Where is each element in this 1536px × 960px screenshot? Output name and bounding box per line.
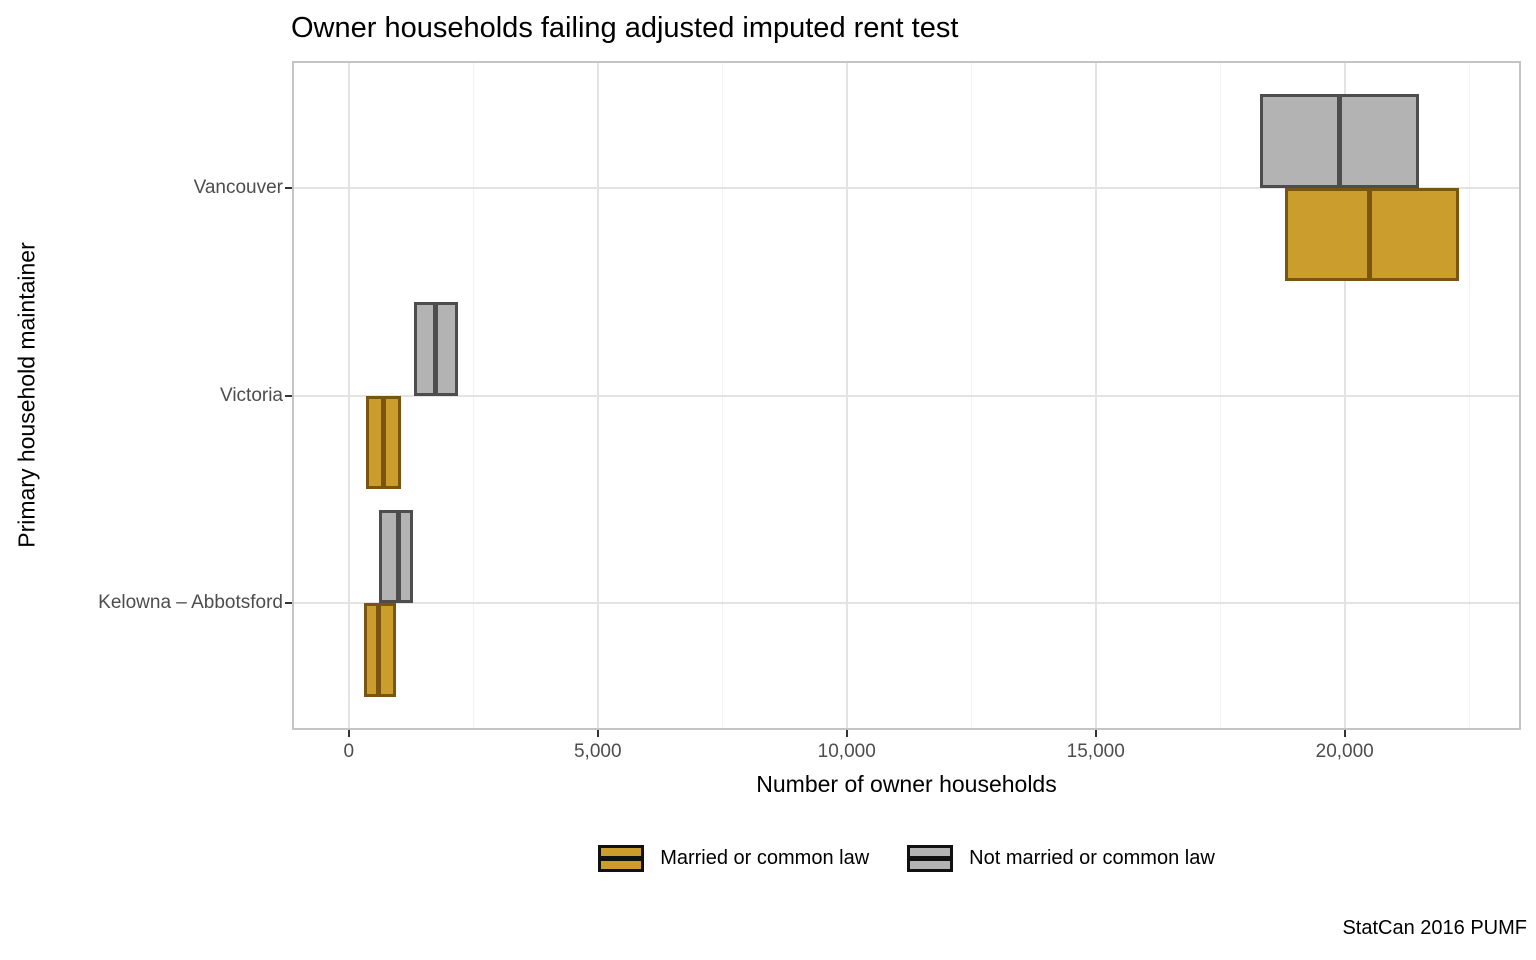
legend-label: Not married or common law [969, 847, 1215, 869]
x-tick-label: 5,000 [573, 741, 622, 762]
legend-item: Not married or common law [907, 845, 1215, 872]
caption: StatCan 2016 PUMF [1342, 917, 1527, 939]
crossbar-midline [396, 512, 402, 601]
legend: Married or common law Not married or comm… [292, 845, 1521, 872]
crossbar-box [363, 603, 397, 697]
crossbar-midline [381, 398, 387, 487]
crossbar-box [1284, 187, 1460, 282]
crossbar-midline [376, 606, 382, 694]
x-tick [1343, 730, 1346, 737]
y-tick [285, 186, 292, 189]
x-tick-label: 0 [343, 741, 355, 762]
category-gridline [294, 394, 1519, 397]
y-tick-label: Victoria [219, 384, 283, 406]
y-tick-label: Kelowna – Abbotsford [98, 592, 283, 614]
legend-label: Married or common law [660, 847, 870, 869]
x-axis-title: Number of owner households [756, 771, 1057, 797]
crossbar-midline [1337, 97, 1343, 185]
crossbar-box [1260, 94, 1420, 188]
crossbar-box [413, 301, 459, 396]
y-tick-label: Vancouver [193, 176, 283, 198]
crossbar-box [378, 509, 414, 604]
legend-key-gray [907, 845, 954, 872]
y-axis-ticks [285, 61, 292, 730]
y-axis-title: Primary household maintainer [13, 242, 40, 548]
y-tick [285, 394, 292, 397]
x-tick-label: 10,000 [817, 741, 876, 762]
x-tick [1094, 730, 1097, 737]
legend-item: Married or common law [598, 845, 869, 872]
y-tick [285, 602, 292, 605]
y-axis-tick-labels: Vancouver Victoria Kelowna – Abbotsford [0, 61, 283, 730]
category-gridline [294, 186, 1519, 189]
x-axis-ticks [292, 730, 1521, 738]
x-tick-label: 15,000 [1066, 741, 1125, 762]
crossbar-box [366, 395, 402, 490]
legend-key-gold [598, 845, 645, 872]
legend-key-midline [601, 856, 642, 861]
legend-key-midline [910, 856, 951, 861]
x-tick [845, 730, 848, 737]
crossbar-midline [1367, 190, 1373, 279]
x-tick [596, 730, 599, 737]
x-tick-label: 20,000 [1315, 741, 1374, 762]
chart-title: Owner households failing adjusted impute… [291, 12, 959, 44]
crossbar-midline [433, 304, 439, 393]
x-tick [347, 730, 350, 737]
x-axis-tick-labels: 0 5,000 10,000 15,000 20,000 [292, 741, 1521, 765]
category-gridline [294, 602, 1519, 605]
plot-panel [292, 61, 1521, 730]
